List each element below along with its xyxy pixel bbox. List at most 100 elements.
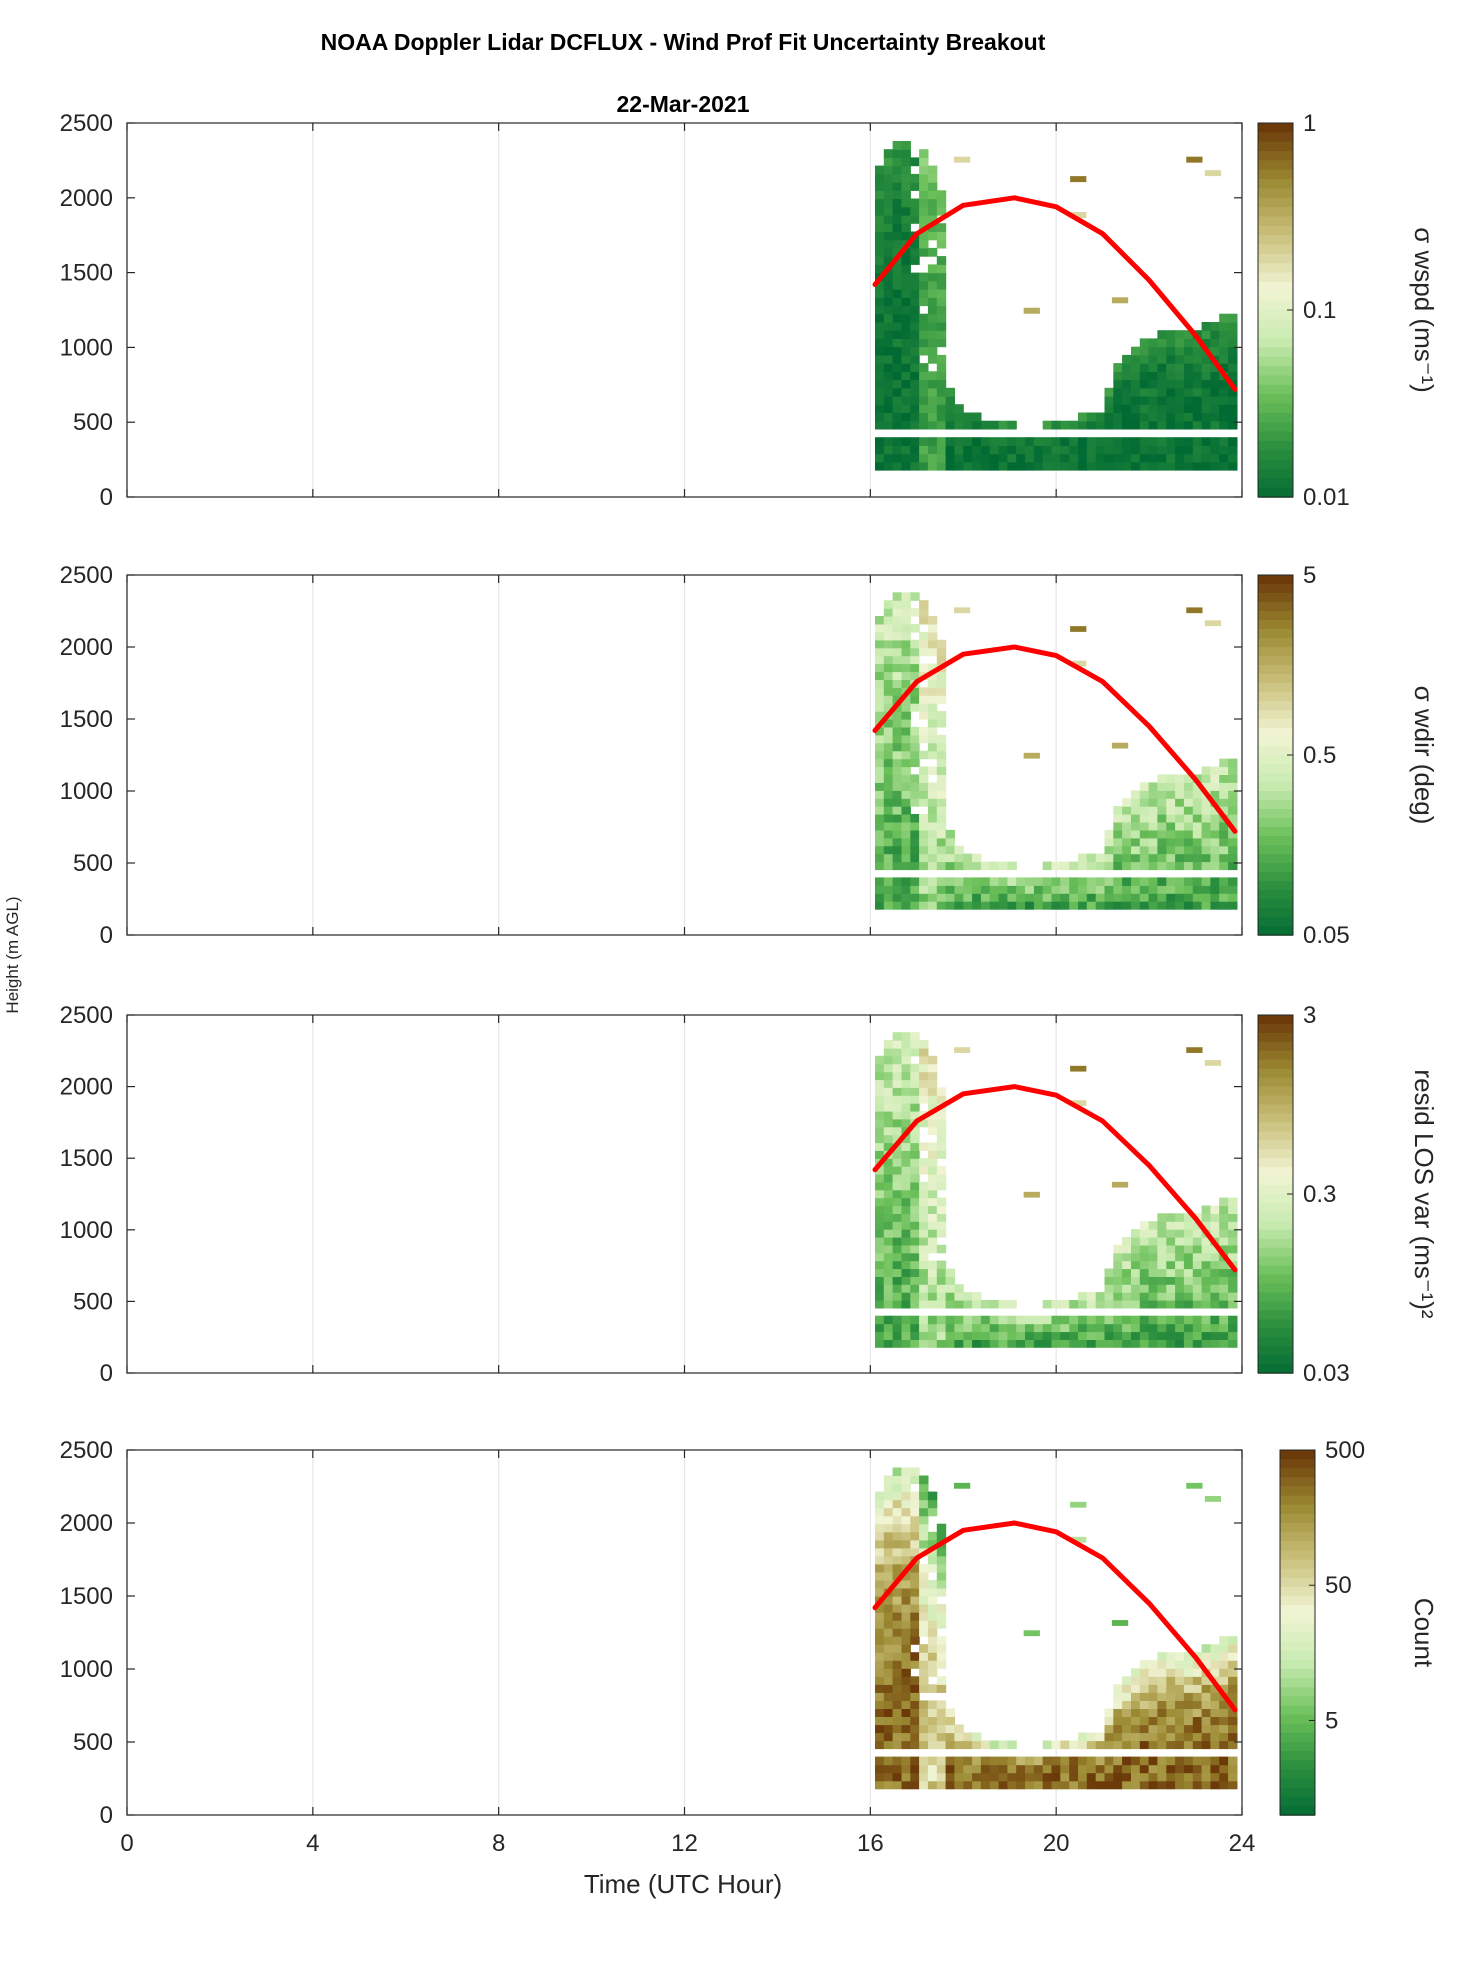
colorbar-segment xyxy=(1280,1523,1315,1533)
heatmap-cell xyxy=(883,814,894,823)
heatmap-cell xyxy=(1183,445,1194,455)
heatmap-cell xyxy=(927,1315,938,1325)
heatmap-cell xyxy=(883,1276,894,1285)
heatmap-cell xyxy=(892,798,902,807)
heatmap-cell xyxy=(892,297,902,307)
heatmap-cell xyxy=(1086,853,1097,863)
heatmap-cell xyxy=(953,1482,971,1489)
heatmap-cell xyxy=(927,845,938,855)
heatmap-cell xyxy=(972,885,982,894)
heatmap-cell xyxy=(945,387,955,397)
heatmap-cell xyxy=(1228,901,1238,910)
heatmap-cell xyxy=(1025,1339,1035,1348)
heatmap-cell xyxy=(1175,1300,1185,1309)
colorbar-segment xyxy=(1280,1705,1315,1716)
heatmap-cell xyxy=(954,1756,964,1766)
heatmap-cell xyxy=(875,655,885,665)
heatmap-cell xyxy=(919,1668,929,1677)
heatmap-cell xyxy=(1228,445,1238,455)
heatmap-cell xyxy=(1166,845,1176,855)
colorbar-segment xyxy=(1258,1167,1293,1177)
heatmap-cell xyxy=(892,1268,902,1277)
y-tick-label: 2000 xyxy=(60,185,113,212)
heatmap-cell xyxy=(1131,445,1141,455)
heatmap-cell xyxy=(1192,790,1203,799)
colorbar-segment xyxy=(1258,854,1293,864)
heatmap-cell xyxy=(1183,853,1194,863)
heatmap-cell xyxy=(1122,806,1132,815)
heatmap-cell xyxy=(936,206,947,216)
heatmap-cell xyxy=(972,1780,982,1790)
heatmap-cell xyxy=(892,264,902,274)
heatmap-cell xyxy=(1086,1331,1097,1340)
heatmap-cell xyxy=(892,346,902,356)
heatmap-cell xyxy=(1228,1339,1238,1348)
heatmap-cell xyxy=(892,758,902,768)
heatmap-cell xyxy=(910,1531,920,1541)
heatmap-cell xyxy=(892,774,902,783)
heatmap-cell xyxy=(901,885,911,894)
heatmap-cell xyxy=(936,647,947,657)
heatmap-cell xyxy=(901,1628,911,1637)
heatmap-cell xyxy=(1201,782,1211,791)
heatmap-cell xyxy=(910,404,920,413)
heatmap-cell xyxy=(927,305,938,315)
heatmap-cell xyxy=(1201,1724,1211,1734)
heatmap-cell xyxy=(1069,1323,1079,1333)
heatmap-cell xyxy=(945,1292,955,1301)
heatmap-cell xyxy=(919,371,929,381)
heatmap-cell xyxy=(1183,1676,1194,1685)
heatmap-cell xyxy=(1157,1740,1167,1750)
heatmap-cell xyxy=(1166,354,1176,364)
heatmap-cell xyxy=(1122,861,1132,871)
heatmap-cell xyxy=(1131,1284,1141,1293)
heatmap-cell xyxy=(892,1079,902,1088)
heatmap-cell xyxy=(1025,1772,1035,1782)
heatmap-cell xyxy=(1131,806,1141,815)
heatmap-cell xyxy=(875,774,885,783)
heatmap-cell xyxy=(919,1331,929,1340)
heatmap-cell xyxy=(919,822,929,831)
heatmap-cell xyxy=(945,1772,955,1782)
heatmap-cell xyxy=(1210,1315,1220,1325)
heatmap-cell xyxy=(936,1756,947,1766)
heatmap-cell xyxy=(1051,420,1061,430)
heatmap-cell xyxy=(901,1047,911,1057)
heatmap-cell xyxy=(954,461,964,471)
heatmap-cell xyxy=(919,445,929,455)
heatmap-cell xyxy=(1078,1292,1088,1301)
heatmap-cell xyxy=(901,190,911,200)
heatmap-cell xyxy=(1192,1244,1203,1254)
x-tick-label: 12 xyxy=(671,1830,698,1857)
heatmap-cell xyxy=(901,1652,911,1661)
heatmap-cell xyxy=(919,1268,929,1277)
heatmap-cell xyxy=(1157,861,1167,871)
heatmap-cell xyxy=(1175,1740,1185,1750)
heatmap-cell xyxy=(919,1158,929,1167)
heatmap-cell xyxy=(883,247,894,257)
heatmap-cell xyxy=(936,1772,947,1782)
heatmap-cell xyxy=(1051,445,1061,455)
heatmap-cell xyxy=(927,1205,938,1214)
heatmap-cell xyxy=(1183,1331,1194,1340)
heatmap-cell xyxy=(1086,1780,1097,1790)
heatmap-cell xyxy=(919,1756,929,1766)
heatmap-cell xyxy=(1192,1668,1203,1677)
heatmap-cell xyxy=(1113,445,1123,455)
heatmap-cell xyxy=(1219,322,1229,331)
heatmap-cells xyxy=(875,592,1238,910)
heatmap-cell xyxy=(1095,461,1106,471)
heatmap-cell xyxy=(1219,1260,1229,1270)
colorbar-label: Count xyxy=(1409,1598,1439,1668)
heatmap-cell xyxy=(1122,453,1132,463)
heatmap-cell xyxy=(1201,766,1211,775)
heatmap-cell xyxy=(927,1539,938,1549)
heatmap-cell xyxy=(875,313,885,323)
heatmap-cell xyxy=(1122,829,1132,839)
heatmap-cell xyxy=(1175,1692,1185,1701)
heatmap-cell xyxy=(1157,453,1167,463)
heatmap-cell xyxy=(963,437,973,446)
heatmap-cell xyxy=(1192,420,1203,430)
heatmap-cell xyxy=(980,445,991,455)
heatmap-cell xyxy=(883,1764,894,1774)
